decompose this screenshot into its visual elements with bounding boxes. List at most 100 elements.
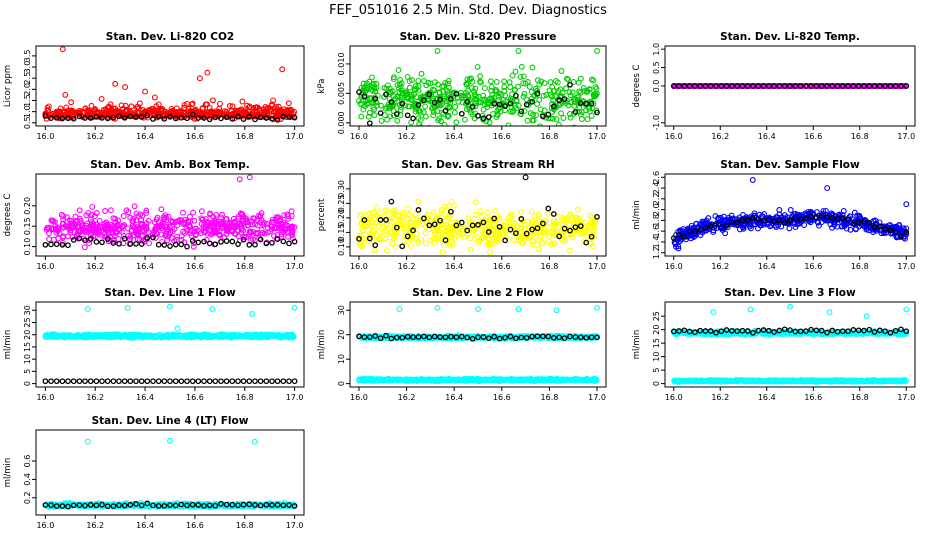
data-point (270, 97, 277, 104)
data-point (418, 236, 425, 243)
data-point (781, 212, 788, 219)
data-point (517, 111, 524, 118)
data-point (546, 87, 553, 94)
data-point (118, 102, 125, 109)
data-point (432, 224, 439, 231)
data-point (189, 100, 196, 107)
data-point (876, 223, 883, 230)
data-point (692, 83, 698, 89)
data-point (594, 109, 600, 116)
data-point (371, 112, 378, 119)
outlier-point (553, 307, 560, 314)
data-point (405, 239, 412, 246)
data-point (516, 376, 522, 383)
data-point (672, 83, 679, 89)
data-point (60, 234, 66, 241)
data-point (373, 80, 380, 87)
outlier-point (209, 306, 216, 313)
data-point (580, 84, 587, 91)
data-point (391, 210, 398, 217)
outlier-point (174, 325, 181, 332)
data-point (729, 83, 735, 89)
data-point (169, 108, 176, 115)
data-point (192, 106, 199, 113)
data-point (82, 237, 88, 244)
data-point (822, 207, 829, 214)
data-point (436, 89, 443, 96)
data-point (265, 104, 272, 111)
data-point (591, 220, 598, 227)
data-point (180, 209, 186, 216)
data-point (223, 114, 230, 121)
data-point (534, 101, 541, 107)
data-point (280, 238, 287, 245)
data-point (426, 222, 433, 229)
data-point (189, 378, 196, 385)
outlier-point (434, 48, 441, 54)
data-point (566, 89, 573, 96)
data-point (549, 376, 556, 383)
data-point (257, 378, 264, 385)
data-point (251, 215, 258, 222)
x-tick-label: 16.8 (236, 262, 254, 271)
data-point (110, 111, 117, 118)
data-point (87, 115, 94, 121)
data-point (496, 229, 503, 236)
outlier-point (434, 304, 441, 311)
data-point (65, 115, 71, 122)
data-point (545, 111, 552, 118)
data-point (120, 105, 127, 112)
y-tick-label: 0.10 (337, 238, 346, 256)
x-tick-label: 16.4 (758, 132, 776, 141)
data-point (579, 377, 586, 384)
data-point (524, 117, 531, 124)
data-point (866, 83, 873, 89)
data-point (903, 225, 910, 232)
data-point (816, 222, 822, 229)
x-tick-label: 16.0 (350, 262, 368, 271)
data-point (201, 238, 207, 245)
data-point (356, 89, 362, 95)
data-point (441, 121, 448, 126)
x-tick-label: 16.2 (86, 132, 104, 141)
data-point (439, 249, 446, 255)
data-point (476, 239, 482, 246)
data-point (412, 211, 419, 218)
data-point (246, 378, 253, 385)
data-point (510, 107, 517, 114)
data-point (461, 116, 468, 123)
data-point (116, 227, 123, 234)
data-point (418, 70, 425, 77)
data-point (534, 90, 541, 97)
data-point (161, 242, 168, 248)
data-point (192, 232, 199, 239)
data-point (803, 83, 809, 89)
outlier-point (475, 306, 481, 313)
data-point (586, 105, 593, 112)
data-point (376, 236, 383, 243)
data-point (582, 219, 589, 226)
data-point (784, 220, 790, 227)
x-tick-label: 16.8 (236, 393, 254, 402)
data-point (464, 227, 471, 234)
data-point (195, 115, 202, 121)
y-tick-label: 1.2 (652, 246, 661, 259)
data-point (65, 378, 71, 385)
x-tick-label: 17.0 (588, 262, 606, 271)
data-point (593, 85, 600, 92)
data-point (537, 123, 543, 126)
data-point (138, 241, 145, 247)
data-point (584, 116, 591, 123)
data-point (460, 92, 467, 99)
y-tick-label: 3.0 (23, 61, 32, 74)
data-point (506, 79, 513, 86)
data-point (681, 234, 688, 240)
data-point (580, 239, 587, 246)
data-point (378, 376, 384, 383)
data-point (184, 243, 190, 250)
data-point (207, 334, 214, 341)
data-point (364, 377, 370, 384)
data-point (766, 216, 772, 223)
